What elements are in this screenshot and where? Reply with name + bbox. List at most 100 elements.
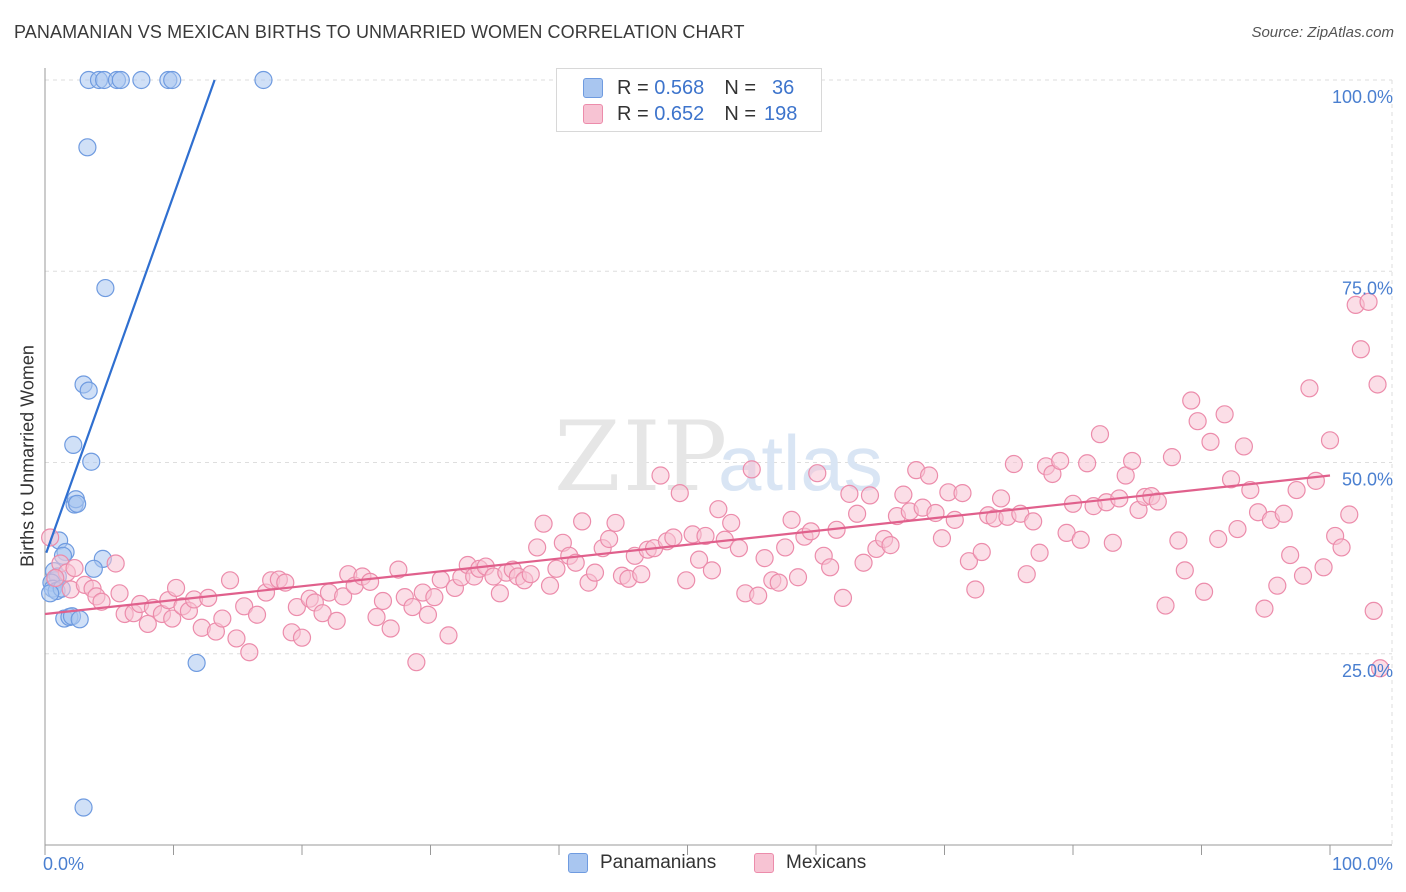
point-mexicans — [1162, 448, 1182, 467]
point-mexicans — [894, 485, 913, 504]
point-mexicans — [808, 464, 827, 483]
point-mexicans — [670, 484, 689, 503]
point-mexicans — [373, 591, 393, 611]
trend-line-panamanians — [45, 79, 216, 554]
x-tick-label: 0.0% — [43, 854, 84, 874]
point-mexicans — [729, 539, 749, 558]
point-mexicans — [403, 597, 422, 617]
point-mexicans — [651, 466, 670, 485]
point-panamanians — [132, 70, 151, 90]
point-mexicans — [547, 559, 566, 578]
legend-n-value: 198 — [764, 102, 798, 125]
point-mexicans — [1314, 558, 1333, 577]
point-mexicans — [227, 629, 246, 648]
point-mexicans — [696, 526, 715, 546]
point-mexicans — [702, 561, 722, 580]
point-mexicans — [381, 619, 400, 638]
point-mexicans — [1268, 576, 1287, 595]
point-mexicans — [788, 568, 808, 587]
point-mexicans — [327, 611, 346, 630]
legend-n-label: N = — [724, 76, 756, 99]
point-mexicans — [534, 514, 553, 533]
point-mexicans — [138, 614, 157, 634]
series-label-mexicans: Mexicans — [786, 852, 867, 873]
legend-n-label: N = — [724, 102, 756, 125]
source-attribution: Source: ZipAtlas.com — [1251, 24, 1394, 41]
point-mexicans — [213, 609, 232, 628]
point-mexicans — [1255, 599, 1274, 618]
tick-labels: 25.0% 50.0% 75.0% 100.0% 0.0% 100.0% — [43, 87, 1393, 874]
legend-row-panamanians: R = 0.568 N = 36 — [583, 76, 794, 100]
point-mexicans — [1017, 565, 1036, 584]
point-mexicans — [521, 565, 540, 584]
point-panamanians — [41, 584, 60, 603]
legend-r-value: 0.568 — [654, 76, 705, 99]
point-mexicans — [677, 571, 696, 590]
point-mexicans — [1169, 531, 1188, 550]
series-legend: Panamanians Mexicans — [0, 852, 1406, 878]
legend-row-mexicans: R = 0.652 N = 198 — [583, 102, 797, 126]
series-swatch-mexicans — [754, 853, 774, 873]
series-label-panamanians: Panamanians — [600, 852, 717, 873]
point-mexicans — [1364, 601, 1383, 621]
point-mexicans — [1071, 530, 1090, 549]
point-mexicans — [1090, 425, 1110, 444]
point-mexicans — [945, 510, 964, 529]
point-mexicans — [600, 529, 619, 549]
point-mexicans — [407, 653, 426, 672]
point-mexicans — [166, 578, 186, 598]
point-mexicans — [528, 538, 547, 557]
point-mexicans — [632, 565, 651, 584]
point-panamanians — [187, 653, 206, 673]
legend-r-label: R = — [617, 76, 649, 99]
point-mexicans — [881, 536, 900, 555]
y-tick-label: 100.0% — [1332, 87, 1393, 107]
point-mexicans — [425, 588, 444, 607]
point-mexicans — [65, 558, 84, 578]
point-mexicans — [313, 604, 332, 623]
point-mexicans — [689, 550, 709, 569]
point-mexicans — [1024, 512, 1043, 531]
point-mexicans — [1030, 543, 1049, 562]
point-mexicans — [953, 484, 972, 503]
series-legend-panamanians[interactable]: Panamanians — [568, 852, 716, 874]
point-mexicans — [664, 528, 683, 547]
point-mexicans — [361, 572, 380, 591]
point-mexicans — [1188, 412, 1207, 431]
series-legend-mexicans[interactable]: Mexicans — [754, 852, 866, 874]
point-mexicans — [959, 552, 979, 571]
point-mexicans — [854, 553, 873, 572]
point-panamanians — [74, 798, 93, 817]
point-mexicans — [1221, 470, 1241, 489]
point-mexicans — [1371, 659, 1390, 678]
y-tick-label: 25.0% — [1342, 661, 1393, 681]
point-panamanians — [96, 278, 115, 298]
point-mexicans — [782, 510, 801, 529]
point-mexicans — [1234, 437, 1254, 456]
point-mexicans — [110, 584, 129, 603]
point-mexicans — [1332, 538, 1351, 557]
point-mexicans — [769, 573, 788, 592]
point-mexicans — [220, 571, 240, 590]
point-mexicans — [418, 605, 438, 624]
point-panamanians — [68, 494, 87, 513]
point-mexicans — [709, 500, 728, 519]
point-mexicans — [367, 607, 386, 627]
point-mexicans — [490, 584, 509, 603]
legend-swatch-mexicans — [583, 104, 603, 124]
point-mexicans — [1103, 533, 1122, 552]
point-mexicans — [287, 597, 306, 617]
point-panamanians — [163, 70, 182, 90]
point-mexicans — [1340, 505, 1359, 524]
point-mexicans — [1368, 375, 1387, 394]
point-mexicans — [919, 466, 939, 485]
axes — [44, 68, 1392, 855]
point-mexicans — [755, 549, 774, 568]
point-mexicans — [1215, 405, 1234, 424]
trend-lines — [44, 79, 1331, 616]
point-mexicans — [247, 605, 267, 624]
point-panamanians — [111, 70, 130, 90]
point-mexicans — [821, 558, 840, 577]
series-swatch-panamanians — [568, 853, 588, 873]
